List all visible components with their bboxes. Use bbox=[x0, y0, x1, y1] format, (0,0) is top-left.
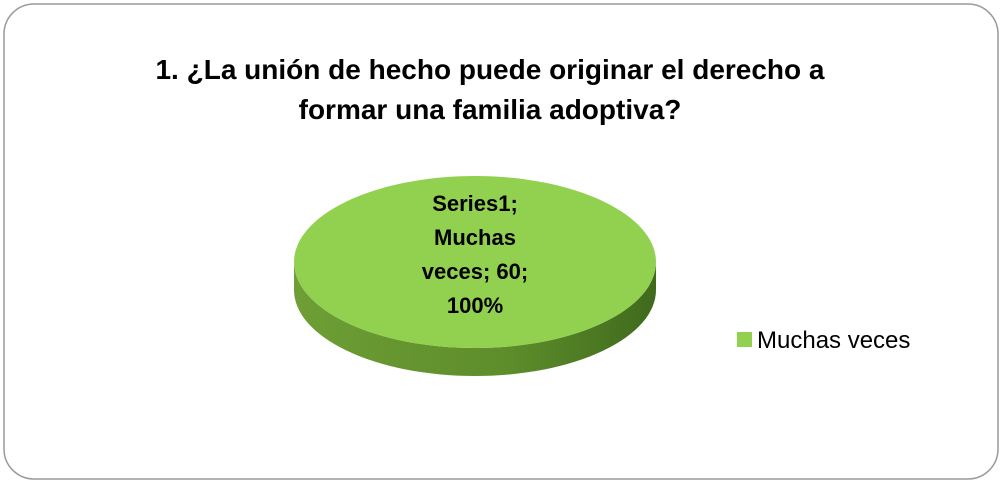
legend-label: Muchas veces bbox=[757, 327, 910, 354]
chart-title: 1. ¿La unión de hecho puede originar el … bbox=[155, 54, 825, 125]
pie-slice bbox=[294, 176, 656, 348]
legend-swatch bbox=[737, 332, 752, 347]
pie-side bbox=[294, 262, 656, 376]
data-label-box: Series1; Muchas veces; 60; 100% bbox=[421, 191, 529, 318]
data-label: Series1; Muchas veces; 60; 100% bbox=[421, 191, 529, 318]
title-box: 1. ¿La unión de hecho puede originar el … bbox=[155, 54, 825, 125]
